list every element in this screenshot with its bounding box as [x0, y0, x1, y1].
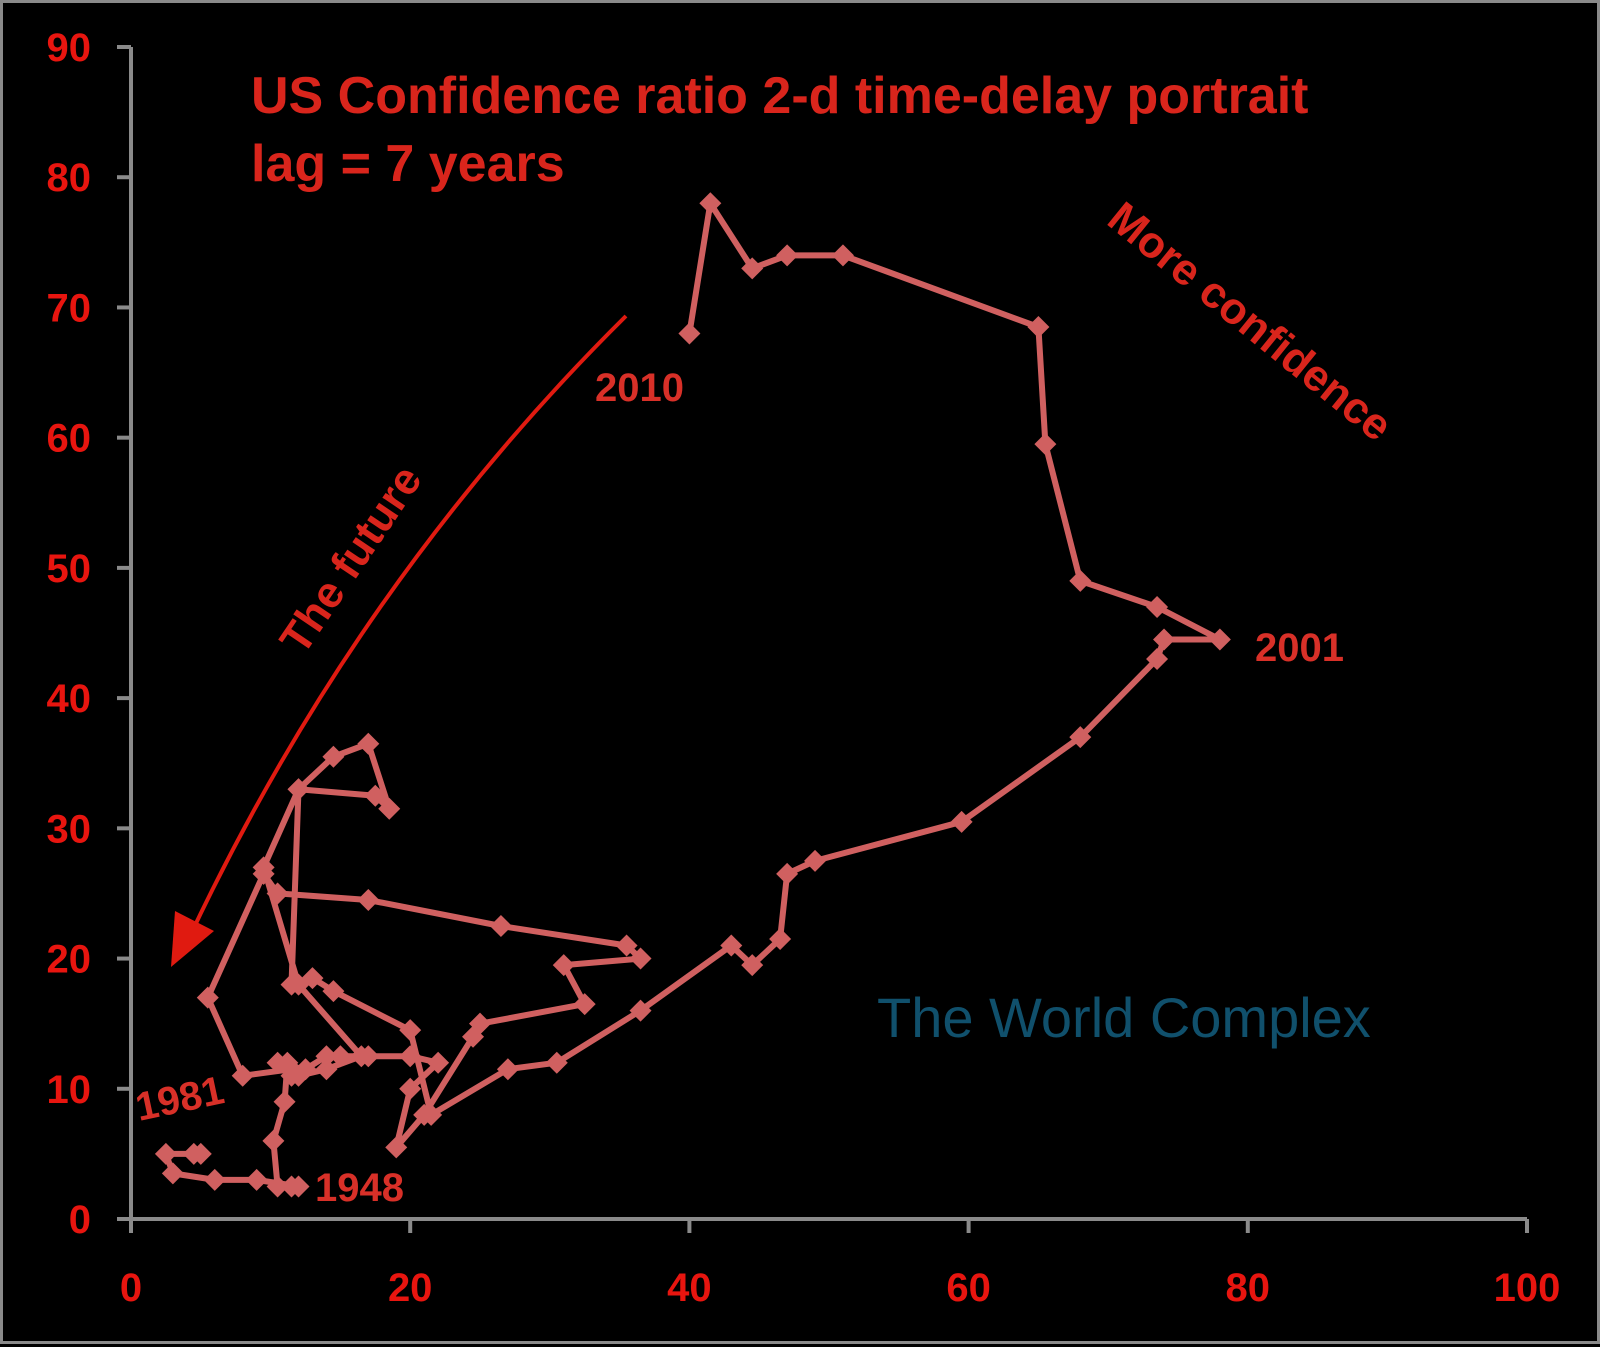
- data-point: [769, 928, 792, 951]
- data-point: [950, 810, 973, 833]
- data-point: [489, 915, 512, 937]
- future-arrow-head: [171, 911, 214, 967]
- data-point: [196, 986, 219, 1009]
- data-point: [262, 1129, 285, 1152]
- y-tick-label: 90: [47, 26, 92, 70]
- data-point: [629, 999, 652, 1022]
- data-point: [252, 856, 275, 879]
- data-point: [315, 1058, 338, 1081]
- data-point: [322, 980, 345, 1003]
- data-point: [552, 954, 575, 977]
- y-tick-label: 20: [47, 938, 92, 982]
- data-point: [804, 849, 827, 872]
- y-tick-label: 0: [69, 1198, 91, 1242]
- y-tick-label: 60: [47, 417, 92, 461]
- x-tick-label: 0: [120, 1266, 142, 1310]
- data-point: [1146, 595, 1169, 618]
- label-1981: 1981: [132, 1068, 228, 1130]
- label-2001: 2001: [1255, 626, 1344, 670]
- data-point: [329, 1045, 352, 1068]
- data-point: [1069, 569, 1092, 592]
- data-point: [399, 1045, 422, 1068]
- data-point: [420, 1103, 443, 1126]
- y-tick-label: 70: [47, 286, 92, 330]
- data-point: [287, 1064, 310, 1087]
- chart-subtitle: lag = 7 years: [251, 135, 565, 193]
- data-point: [231, 1064, 254, 1087]
- data-point: [315, 1045, 338, 1068]
- x-tick-label: 60: [946, 1266, 991, 1310]
- data-point: [357, 732, 380, 755]
- label-1948: 1948: [315, 1166, 404, 1210]
- data-point: [776, 862, 799, 885]
- data-point: [678, 322, 701, 345]
- data-point: [189, 1142, 212, 1165]
- data-point: [1034, 433, 1057, 456]
- data-point: [350, 1045, 373, 1068]
- data-point: [496, 1058, 519, 1081]
- data-point: [720, 934, 743, 957]
- data-point: [615, 934, 638, 957]
- data-point: [266, 882, 289, 905]
- data-point: [1027, 315, 1050, 338]
- y-tick-label: 50: [47, 547, 92, 591]
- tick-labels: 0 10 20 30 40 50 60 70 80 90 0 20 40 60 80 100: [47, 26, 1561, 1310]
- data-point: [399, 1019, 422, 1042]
- data-point: [287, 1175, 310, 1198]
- chart-title: US Confidence ratio 2-d time-delay portr…: [251, 67, 1309, 125]
- x-tick-label: 40: [667, 1266, 712, 1310]
- plot-series: [154, 192, 1231, 1198]
- future-arrow-line: [187, 314, 628, 939]
- data-point: [273, 1090, 296, 1113]
- data-point: [203, 1168, 226, 1191]
- ticks: [117, 45, 1529, 1233]
- data-point: [1069, 726, 1092, 749]
- data-point: [280, 973, 303, 996]
- y-tick-label: 10: [47, 1068, 92, 1112]
- data-point: [154, 1142, 177, 1165]
- data-point: [427, 1051, 450, 1074]
- data-point: [287, 778, 310, 801]
- data-point: [741, 257, 764, 280]
- x-tick-label: 80: [1226, 1266, 1271, 1310]
- data-point: [741, 954, 764, 977]
- data-point: [301, 967, 324, 990]
- data-point: [545, 1051, 568, 1074]
- future-arrow: [171, 314, 628, 967]
- more-confidence-label: More confidence: [1099, 193, 1402, 451]
- data-point: [699, 192, 722, 215]
- data-point: [1208, 628, 1231, 651]
- axes: [129, 47, 1527, 1221]
- data-point: [385, 1136, 408, 1159]
- the-future-label: The future: [271, 457, 432, 663]
- y-tick-label: 40: [47, 677, 92, 721]
- data-point: [1153, 628, 1176, 651]
- x-tick-label: 20: [388, 1266, 433, 1310]
- data-point: [469, 1012, 491, 1035]
- x-tick-label: 100: [1494, 1266, 1561, 1310]
- y-tick-label: 30: [47, 807, 92, 851]
- data-point: [322, 745, 345, 768]
- data-point: [629, 947, 652, 970]
- y-tick-label: 80: [47, 156, 92, 200]
- data-point: [245, 1168, 268, 1191]
- data-point: [378, 797, 401, 820]
- data-point: [364, 784, 387, 807]
- label-2010: 2010: [595, 366, 684, 410]
- data-point: [831, 244, 854, 267]
- chart: 0 10 20 30 40 50 60 70 80 90 0 20 40 60 80 100 US Confi…: [47, 26, 1561, 1310]
- data-point: [357, 888, 380, 911]
- data-point: [399, 1077, 422, 1100]
- data-point: [161, 1162, 184, 1185]
- data-point: [573, 993, 596, 1016]
- data-point: [776, 244, 799, 267]
- watermark-the-world-complex: The World Complex: [877, 986, 1371, 1049]
- data-point: [1146, 648, 1169, 671]
